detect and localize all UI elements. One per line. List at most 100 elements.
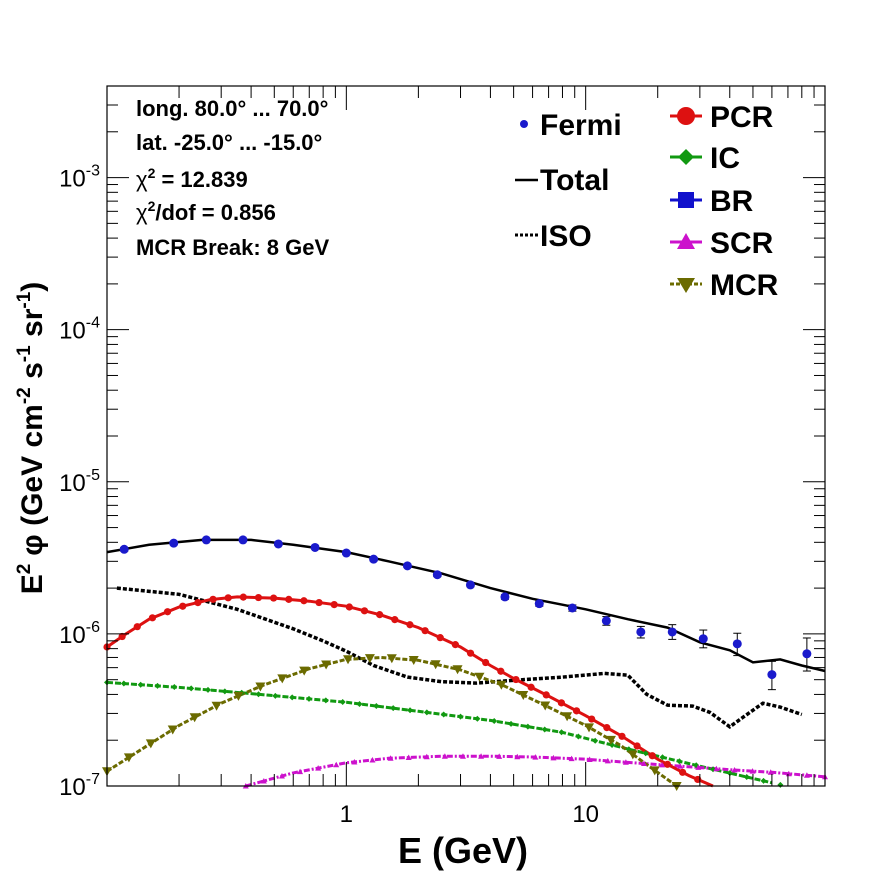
ic-marker [289,694,296,701]
mcr-marker [649,766,660,776]
scr-marker [586,756,593,763]
legend-label-iso: ISO [540,220,592,253]
mcr-marker [540,701,551,711]
mcr-marker [627,750,638,760]
y-tick-label-exp: -3 [86,163,100,180]
legend-label-br: BR [710,185,754,218]
info-mcr-break: MCR Break: 8 GeV [136,235,330,260]
scr-marker [423,753,430,760]
fermi-point [432,570,442,580]
ic-marker [322,697,329,704]
info-chi2dof-sym: χ [136,200,148,225]
ic-marker [255,691,262,698]
scr-marker [695,764,702,770]
y-tick-label: 10-5 [59,467,100,497]
ic-marker [575,733,582,740]
scr-marker [622,759,629,765]
y-tick-label-exp: -7 [86,771,100,788]
fermi-point [201,535,211,545]
mcr-marker [430,660,441,670]
ic-marker [356,700,363,707]
scr-marker [767,769,774,775]
pcr-marker [391,616,399,624]
ic-marker [423,709,430,716]
fermi-point [698,634,708,644]
ic-marker [390,705,397,712]
pcr-marker [497,667,505,675]
info-chi2-dof: χ2/dof = 0.856 [136,198,276,225]
y-label-sup-m1b: -1 [14,291,35,308]
legend-marker-pcr [677,107,695,125]
pcr-marker [603,724,611,732]
y-tick-label-exp: -4 [86,315,100,332]
scr-marker [351,758,358,765]
pcr-marker [376,611,384,619]
y-label-close: ) [16,282,49,292]
legend-right: PCR IC BR SCR MCR [670,101,779,302]
mcr-marker [145,739,156,749]
ic-marker [120,680,127,687]
y-label-sup-m1a: -1 [14,345,35,362]
scr-marker [550,754,557,761]
x-tick-label: 1 [340,801,353,828]
ic-marker [760,777,767,784]
fermi-point [402,561,412,571]
ic-marker [440,711,447,718]
y-label-sup-2: 2 [14,564,35,575]
pcr-marker [179,602,187,610]
pcr-marker [163,608,172,616]
scr-marker [677,763,684,769]
scr-marker [387,755,394,761]
mcr-marker [562,712,573,722]
pcr-marker [663,760,672,768]
pcr-marker [285,595,293,603]
ic-marker [508,720,515,727]
pcr-marker [512,675,520,684]
ic-marker [524,723,531,730]
scr-marker [441,753,448,759]
y-tick-label-base: 10 [59,166,86,193]
ic-marker [188,685,195,692]
fermi-point [310,542,320,552]
scr-marker [749,768,756,774]
info-chi2dof-exp: 2 [148,198,156,214]
scr-marker [713,765,720,772]
pcr-marker [527,683,535,691]
pcr-marker [572,707,581,715]
y-tick-label: 10-4 [59,315,100,345]
x-axis-label: E (GeV) [398,830,528,871]
mcr-marker [518,691,529,701]
scr-marker [369,757,376,763]
pcr-marker [451,641,459,649]
y-tick-label-exp: -6 [86,619,100,636]
fermi-point [341,548,351,558]
mcr-marker [277,674,288,684]
info-longitude: long. 80.0° ... 70.0° [136,96,328,121]
pcr-marker [678,768,687,776]
y-tick-label-base: 10 [59,318,86,345]
scr-marker [568,755,575,762]
pcr-marker [239,593,247,601]
scr-marker [785,770,792,777]
legend-marker-mcr [677,278,695,293]
y-tick-label-exp: -5 [86,467,100,484]
fermi-point [636,627,646,637]
pcr-marker [254,593,263,602]
mcr-marker [474,672,485,682]
scr-marker [260,777,267,784]
pcr-marker [588,715,596,723]
scr-marker [278,772,285,779]
scr-marker [659,761,666,768]
mcr-marker [408,655,419,665]
scr-marker [405,754,412,761]
ic-marker [339,698,346,705]
legend-marker-br [678,192,694,208]
info-chi2-val: = 12.839 [155,167,247,192]
pcr-marker [315,598,323,607]
y-tick-label: 10-3 [59,163,100,193]
legend-label-mcr: MCR [710,269,779,302]
scr-marker [315,765,322,771]
